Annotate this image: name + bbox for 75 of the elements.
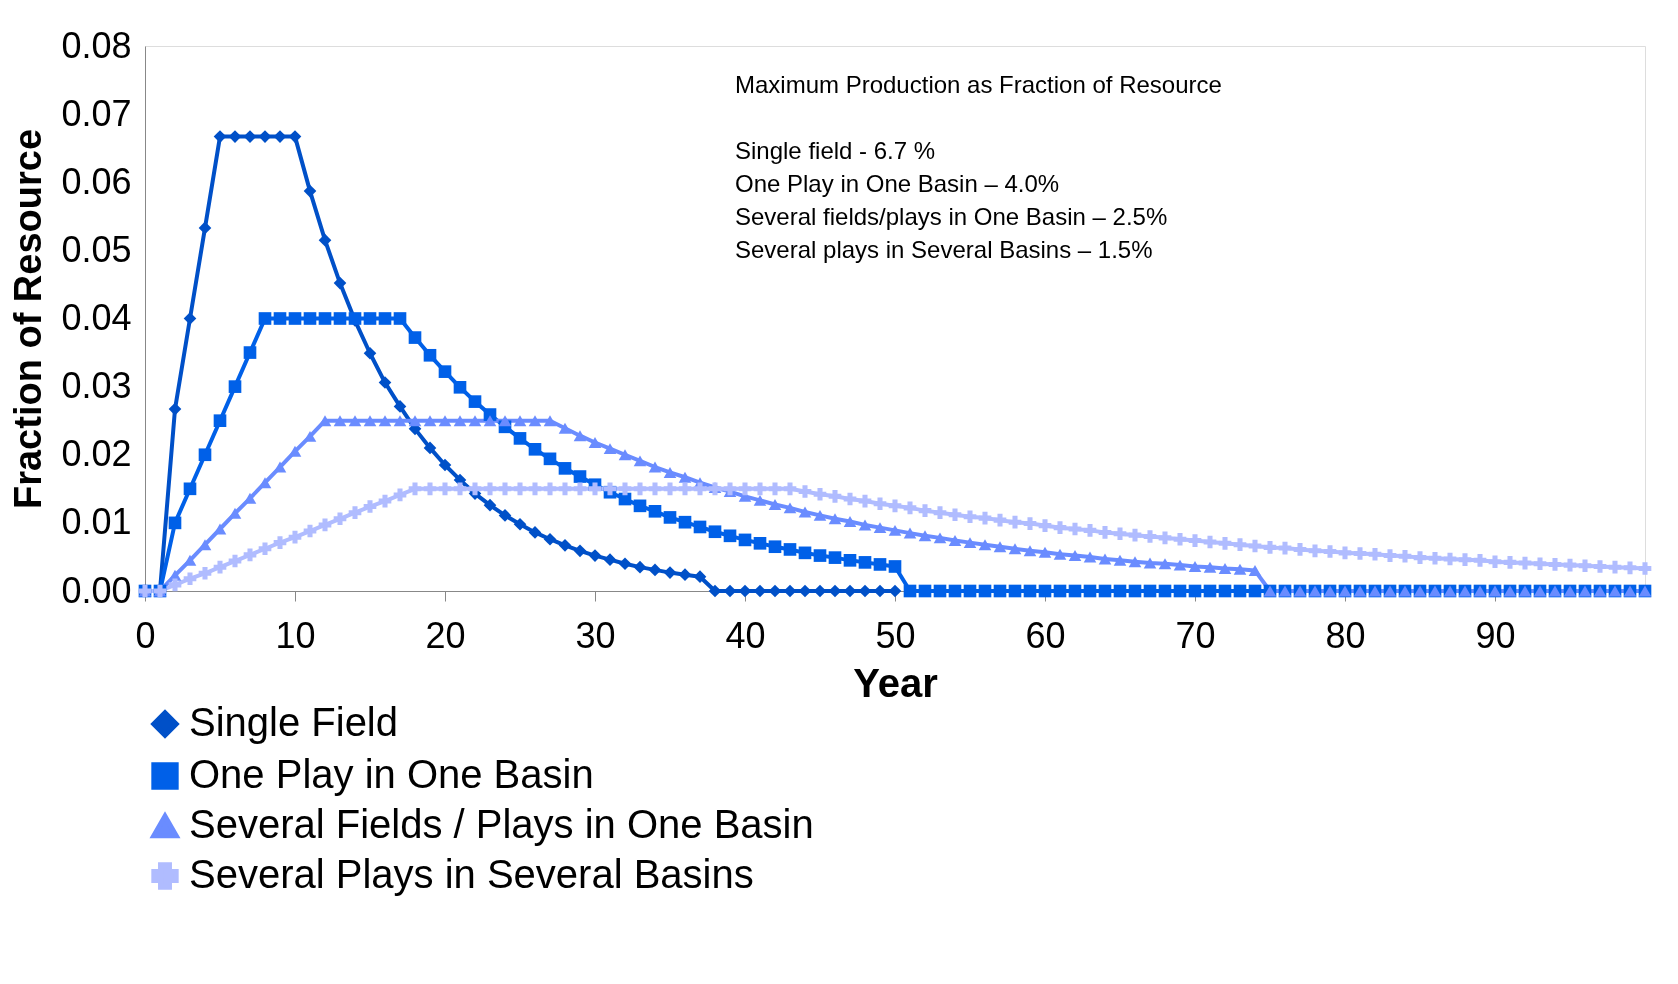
- point: [258, 130, 272, 143]
- point: [888, 584, 902, 598]
- annotation: Several plays in Several Basins – 1.5%: [735, 236, 1153, 263]
- point: [423, 441, 437, 455]
- point: [603, 553, 617, 566]
- x-tick-label: 30: [575, 614, 616, 656]
- annotation: Single field - 6.7 %: [735, 137, 936, 164]
- y-axis-title: Fraction of Resource: [7, 128, 50, 510]
- point: [333, 276, 347, 290]
- point: [783, 584, 797, 598]
- point: [513, 517, 527, 531]
- point: [543, 532, 557, 546]
- legend-label: Several Fields / Plays in One Basin: [189, 802, 814, 846]
- point: [678, 568, 692, 581]
- y-tick-label: 0.06: [61, 160, 132, 202]
- point: [828, 584, 842, 598]
- point: [798, 584, 812, 598]
- legend-label: Several Plays in Several Basins: [189, 852, 754, 896]
- y-tick-label: 0.00: [61, 569, 132, 611]
- y-tick-label: 0.01: [61, 501, 132, 543]
- point: [708, 584, 722, 598]
- point: [693, 570, 707, 584]
- x-tick-label: 70: [1175, 614, 1216, 656]
- legend-label: Single Field: [189, 700, 399, 744]
- point: [723, 584, 737, 598]
- point: [288, 130, 302, 143]
- point: [393, 400, 407, 413]
- point: [558, 539, 572, 552]
- annotation: Maximum Production as Fraction of Resource: [735, 71, 1222, 98]
- point: [183, 312, 197, 325]
- point: [243, 130, 257, 143]
- point: [768, 584, 782, 598]
- y-tick-label: 0.08: [61, 24, 132, 66]
- x-tick-label: 10: [275, 614, 316, 656]
- point: [228, 130, 242, 143]
- point: [633, 560, 647, 574]
- point: [213, 130, 227, 143]
- point: [618, 557, 632, 571]
- x-tick-label: 90: [1475, 614, 1516, 656]
- annotation: Several fields/plays in One Basin – 2.5%: [735, 203, 1168, 230]
- point: [573, 544, 587, 558]
- point: [843, 584, 857, 598]
- point: [858, 584, 872, 598]
- point: [873, 584, 887, 598]
- y-tick-label: 0.02: [61, 433, 132, 475]
- legend-label: One Play in One Basin: [189, 752, 594, 796]
- point: [648, 563, 662, 577]
- point: [498, 509, 512, 522]
- point: [318, 233, 332, 247]
- point: [663, 566, 677, 579]
- point: [378, 376, 392, 389]
- point: [588, 549, 602, 562]
- x-tick-label: 0: [135, 614, 156, 656]
- point: [168, 402, 182, 416]
- point: [198, 221, 212, 235]
- point: [303, 184, 317, 198]
- y-tick-label: 0.05: [61, 228, 132, 270]
- point: [813, 584, 827, 598]
- point: [483, 498, 497, 512]
- point: [363, 346, 377, 360]
- x-tick-label: 50: [875, 614, 916, 656]
- point: [738, 584, 752, 598]
- point: [273, 130, 287, 143]
- point: [753, 584, 767, 598]
- point: [438, 458, 452, 472]
- x-tick-label: 20: [425, 614, 466, 656]
- annotation: One Play in One Basin – 4.0%: [735, 170, 1060, 197]
- y-tick-label: 0.04: [61, 297, 132, 338]
- y-tick-label: 0.03: [61, 365, 132, 407]
- y-tick-label: 0.07: [61, 92, 132, 134]
- x-tick-label: 60: [1025, 614, 1066, 656]
- point: [528, 526, 542, 539]
- x-tick-label: 40: [725, 614, 766, 656]
- x-axis-title: Year: [853, 660, 938, 705]
- x-tick-label: 80: [1325, 614, 1366, 656]
